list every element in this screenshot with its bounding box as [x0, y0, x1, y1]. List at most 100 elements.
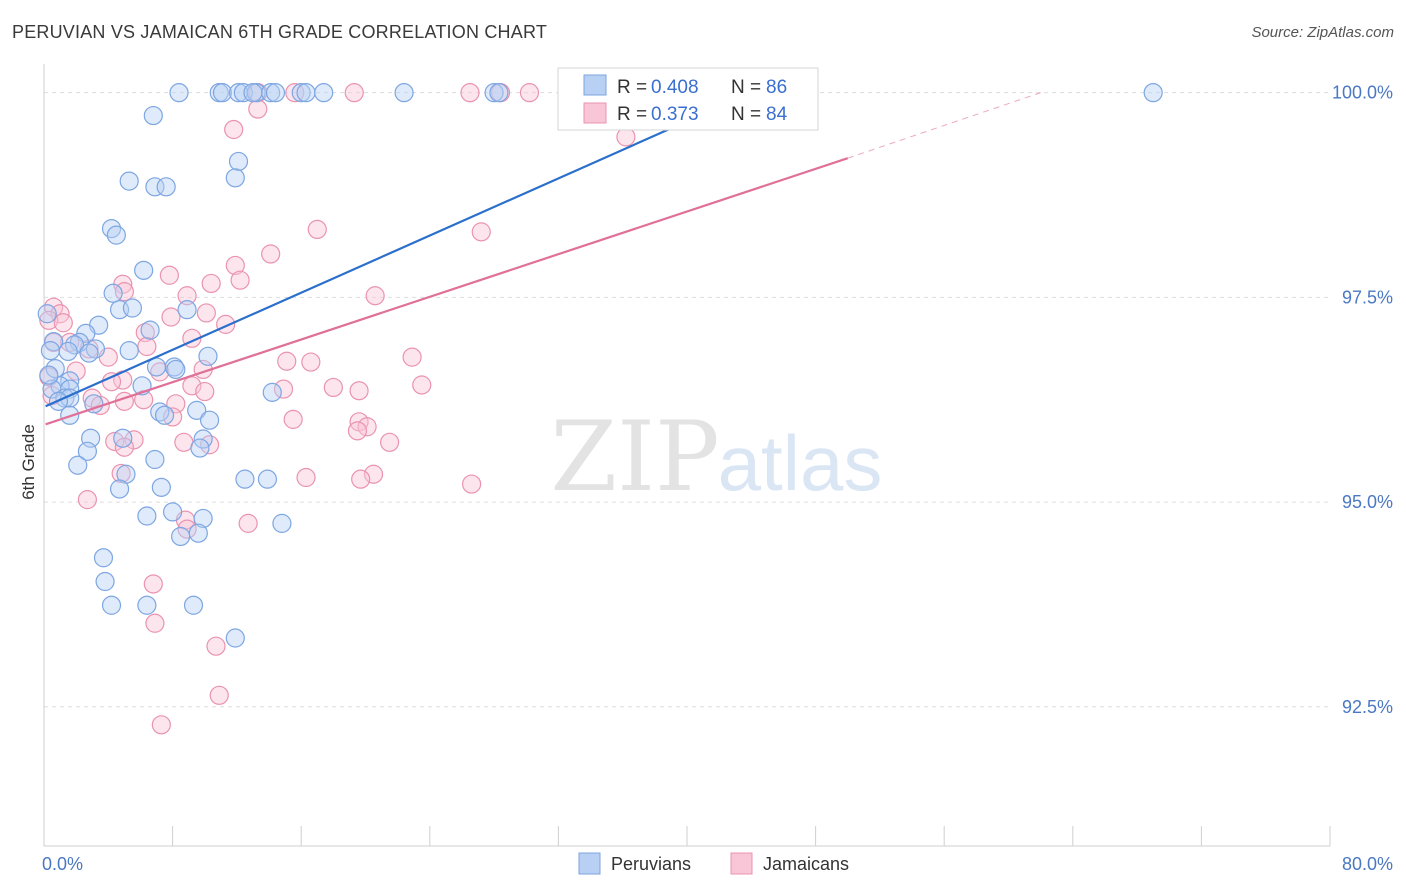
peruvians-point-37 [58, 341, 78, 362]
jamaicans-point-12 [307, 219, 327, 240]
jamaicans-trend-extension [847, 92, 1041, 159]
peruvians-point-14 [1143, 83, 1163, 103]
axes [43, 64, 1331, 847]
jamaicans-point-45 [101, 372, 122, 392]
jamaicans-point-75 [177, 519, 197, 539]
legend-n-label-peruvians: N = [731, 77, 761, 98]
jamaicans-point-38 [277, 351, 297, 371]
jamaicans-point-37 [402, 347, 422, 367]
peruvians-point-29 [37, 304, 57, 324]
jamaicans-point-64 [174, 432, 194, 452]
jamaicans-point-68 [363, 464, 384, 484]
peruvians-point-10 [314, 83, 334, 103]
bottom-legend-label-jamaicans: Jamaicans [763, 854, 849, 874]
legend-swatch-jamaicans [583, 102, 607, 124]
peruvians-point-26 [177, 300, 197, 320]
peruvians-point-54 [187, 400, 207, 420]
peruvians-point-16 [228, 151, 249, 172]
peruvians-point-77 [93, 548, 114, 568]
jamaicans-point-57 [163, 407, 183, 427]
jamaicans-point-5 [519, 83, 540, 103]
jamaicans-point-9 [248, 99, 268, 119]
jamaicans-point-16 [159, 265, 179, 285]
peruvians-point-12 [484, 83, 504, 103]
jamaicans-point-2 [344, 83, 364, 103]
peruvians-point-65 [68, 455, 88, 475]
peruvians-point-82 [225, 628, 245, 648]
jamaicans-trend-line [45, 157, 849, 426]
jamaicans-point-63 [380, 432, 400, 452]
jamaicans-point-46 [412, 375, 432, 395]
jamaicans-point-10 [224, 119, 244, 140]
peruvians-point-79 [101, 595, 122, 615]
jamaicans-point-17 [230, 270, 250, 290]
peruvians-point-15 [143, 105, 163, 126]
jamaicans-point-27 [39, 310, 59, 330]
jamaicans-point-72 [77, 490, 98, 510]
jamaicans-point-76 [143, 574, 163, 594]
watermark: ZIP atlas [550, 401, 882, 513]
y-axis-title: 6th Grade [19, 424, 38, 500]
peruvians-point-17 [225, 168, 245, 188]
peruvians-point-84 [84, 394, 104, 414]
peruvians-point-22 [106, 225, 126, 245]
peruvians-point-78 [95, 571, 115, 592]
jamaicans-point-3 [460, 83, 480, 103]
correlation-legend: R = 0.408 N = 86 R = 0.373 N = 84 [557, 67, 819, 131]
jamaicans-point-53 [349, 381, 369, 401]
jamaicans-point-69 [296, 467, 316, 488]
peruvians-point-18 [119, 171, 139, 191]
y-tick-label-2: 95.0% [1342, 492, 1393, 512]
peruvians-point-70 [109, 479, 130, 499]
peruvians-point-80 [137, 595, 157, 615]
series-legend: Peruvians Jamaicans [578, 852, 849, 875]
legend-r-label-jamaicans: R = [617, 104, 647, 125]
watermark-atlas: atlas [718, 419, 883, 507]
legend-n-value-jamaicans: 84 [766, 104, 788, 125]
peruvians-point-36 [40, 340, 61, 361]
peruvians-point-71 [163, 502, 183, 522]
jamaicans-point-77 [145, 613, 165, 633]
peruvians-point-68 [257, 469, 278, 489]
peruvians-point-40 [198, 346, 218, 366]
jamaicans-point-79 [209, 685, 229, 705]
peruvians-point-62 [190, 438, 210, 458]
peruvians-point-75 [188, 523, 208, 543]
peruvians-trend-line [45, 91, 752, 408]
peruvians-point-0 [169, 83, 189, 103]
peruvians-points [37, 83, 1163, 648]
source-credit: Source: ZipAtlas.com [1251, 24, 1394, 41]
peruvians-point-39 [119, 340, 139, 361]
peruvians-point-8 [291, 83, 311, 103]
jamaicans-point-21 [177, 286, 197, 306]
legend-r-label-peruvians: R = [617, 77, 647, 98]
peruvians-point-13 [489, 83, 509, 103]
jamaicans-point-59 [357, 417, 377, 437]
jamaicans-point-83 [66, 361, 86, 381]
peruvians-point-42 [166, 359, 186, 380]
y-tick-label-0: 100.0% [1332, 83, 1393, 103]
legend-n-label-jamaicans: N = [731, 104, 761, 125]
bottom-legend-label-peruvians: Peruvians [611, 854, 691, 874]
jamaicans-point-13 [471, 222, 491, 242]
peruvians-point-81 [183, 595, 204, 615]
peruvians-point-23 [134, 260, 154, 280]
peruvians-point-24 [103, 283, 123, 303]
bottom-legend-swatch-jamaicans [730, 852, 753, 875]
peruvians-point-9 [296, 83, 316, 103]
legend-r-value-peruvians: 0.408 [651, 77, 699, 98]
peruvians-point-20 [156, 177, 176, 197]
tick-labels: 100.0% 97.5% 95.0% 92.5% 0.0% 80.0% [42, 83, 1393, 874]
peruvians-point-2 [212, 83, 233, 103]
jamaicans-point-47 [195, 381, 215, 402]
jamaicans-point-28 [53, 313, 73, 333]
jamaicans-point-51 [273, 379, 294, 399]
jamaicans-point-35 [79, 339, 99, 359]
peruvians-point-30 [140, 320, 160, 340]
jamaicans-point-25 [196, 303, 216, 323]
bottom-legend-swatch-peruvians [578, 852, 601, 875]
peruvians-point-85 [243, 83, 263, 103]
jamaicans-point-15 [225, 255, 245, 276]
jamaicans-point-22 [365, 286, 385, 306]
